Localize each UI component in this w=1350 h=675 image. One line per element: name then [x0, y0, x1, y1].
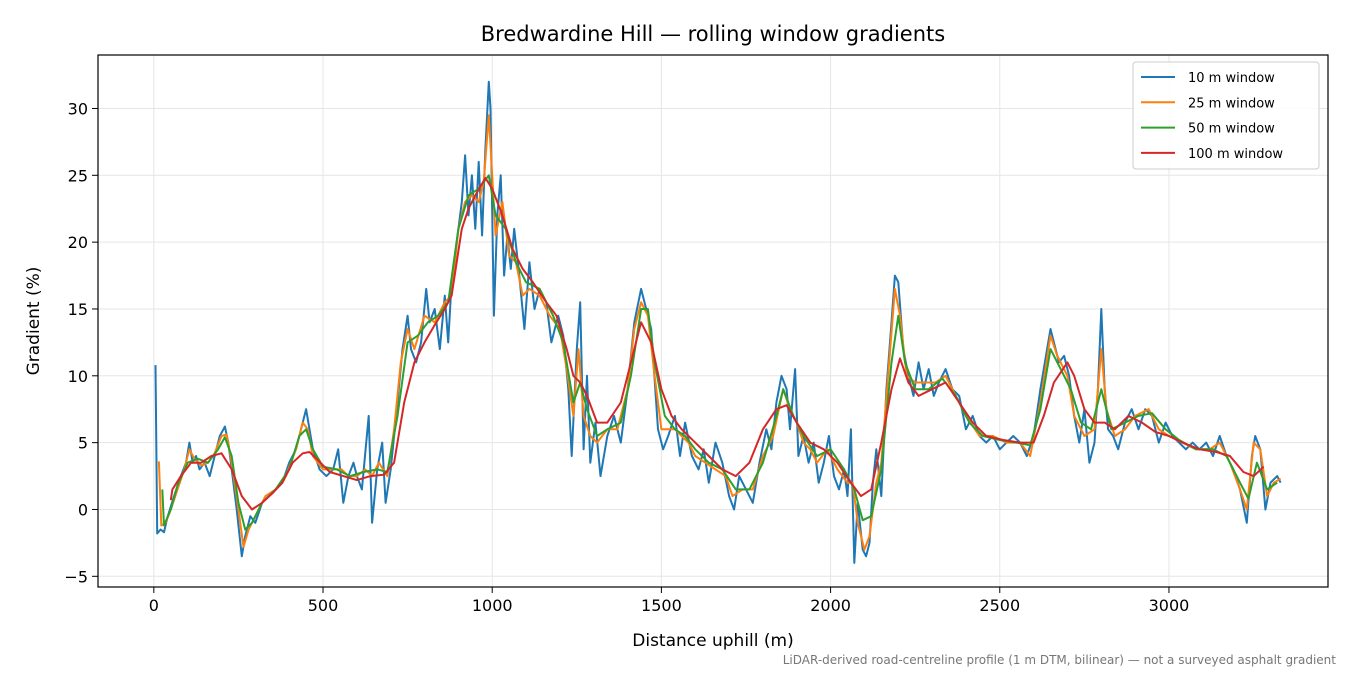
legend-label-100-m-window: 100 m window — [1188, 147, 1283, 162]
legend-box — [1132, 61, 1320, 170]
y-tick-label: −5 — [64, 567, 88, 586]
y-tick-label: 10 — [68, 367, 88, 386]
axis-ticks: 0 500 1000 1500 2000 2500 3000 −5 0 5 10 15 20 25 30 — [64, 99, 1189, 615]
footnote: LiDAR-derived road-centreline profile (1… — [783, 653, 1337, 667]
x-tick-label: 500 — [308, 596, 339, 615]
x-tick-label: 2000 — [810, 596, 851, 615]
series-lines — [154, 80, 1282, 564]
y-tick-label: 30 — [68, 99, 88, 118]
legend-label-25-m-window: 25 m window — [1188, 96, 1275, 111]
series-line-50-m-window — [161, 174, 1278, 531]
chart-title: Bredwardine Hill — rolling window gradie… — [481, 22, 945, 46]
y-tick-label: 25 — [68, 166, 88, 185]
legend-label-50-m-window: 50 m window — [1188, 122, 1275, 137]
plot-frame — [97, 54, 1329, 588]
x-tick-label: 0 — [149, 596, 159, 615]
y-tick-label: 20 — [68, 233, 88, 252]
legend: 10 m window 25 m window 50 m window 100 m w… — [1132, 61, 1320, 170]
gridlines — [98, 55, 1328, 587]
x-tick-label: 1500 — [641, 596, 682, 615]
x-tick-label: 3000 — [1149, 596, 1190, 615]
legend-label-10-m-window: 10 m window — [1188, 71, 1275, 86]
y-axis-label: Gradient (%) — [24, 267, 44, 376]
y-tick-label: 0 — [78, 500, 88, 519]
x-tick-label: 1000 — [472, 596, 513, 615]
x-axis-label: Distance uphill (m) — [632, 631, 793, 651]
series-line-100-m-window — [169, 177, 1265, 511]
y-tick-label: 5 — [78, 434, 88, 453]
y-tick-label: 15 — [68, 300, 88, 319]
x-tick-label: 2500 — [979, 596, 1020, 615]
